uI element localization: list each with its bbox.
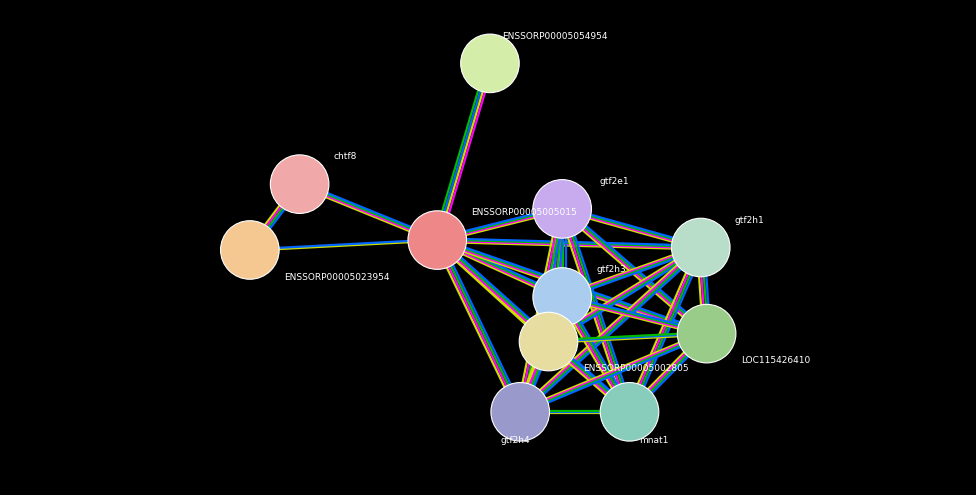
- Ellipse shape: [221, 221, 279, 279]
- Ellipse shape: [461, 34, 519, 93]
- Text: ENSSORP00005005015: ENSSORP00005005015: [471, 208, 577, 217]
- Text: ENSSORP00005023954: ENSSORP00005023954: [284, 273, 389, 282]
- Ellipse shape: [270, 155, 329, 213]
- Ellipse shape: [677, 304, 736, 363]
- Ellipse shape: [519, 312, 578, 371]
- Ellipse shape: [600, 383, 659, 441]
- Text: ENSSORP00005002805: ENSSORP00005002805: [583, 364, 688, 373]
- Text: chtf8: chtf8: [334, 152, 357, 161]
- Text: gtf2h4: gtf2h4: [501, 436, 530, 445]
- Ellipse shape: [533, 268, 591, 326]
- Text: gtf2h3: gtf2h3: [596, 265, 626, 274]
- Ellipse shape: [408, 211, 467, 269]
- Text: gtf2e1: gtf2e1: [599, 177, 629, 186]
- Text: LOC115426410: LOC115426410: [741, 356, 810, 365]
- Ellipse shape: [491, 383, 549, 441]
- Ellipse shape: [671, 218, 730, 277]
- Ellipse shape: [533, 180, 591, 238]
- Text: ENSSORP00005054954: ENSSORP00005054954: [502, 32, 607, 41]
- Text: mnat1: mnat1: [639, 436, 669, 445]
- Text: gtf2h1: gtf2h1: [735, 216, 764, 225]
